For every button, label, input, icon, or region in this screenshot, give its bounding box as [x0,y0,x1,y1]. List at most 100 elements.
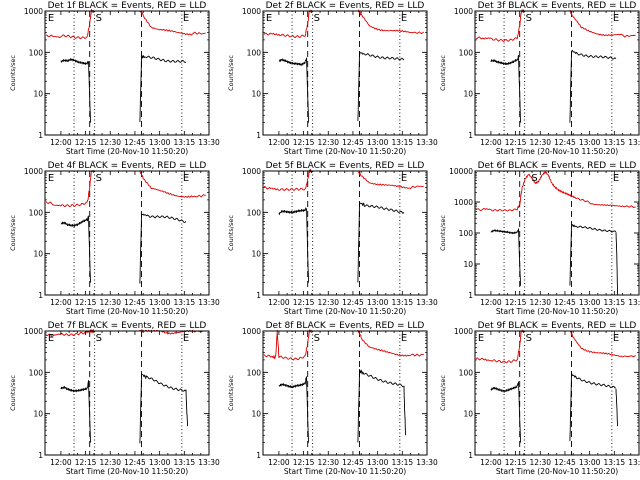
panel-title: Det 2f BLACK = Events, RED = LLD [266,1,425,11]
x-tick-label: 12:30 [529,458,551,467]
y-tick-label: 100 [459,48,474,57]
x-tick-label: 12:00 [268,298,290,307]
events-curve-segment [516,55,521,123]
x-tick-label: 12:00 [480,458,502,467]
events-curve-segment [139,213,187,284]
y-tick-label: 10 [463,410,473,419]
plot-frame [44,170,210,296]
x-tick-label: 12:45 [342,458,364,467]
panel-title: Det 5f BLACK = Events, RED = LLD [266,161,425,171]
marker-label: E [613,333,619,344]
events-curve-segment [357,368,404,443]
plot-frame [262,10,428,136]
events-curve-segment [569,49,617,123]
events-curve-segment [60,385,88,393]
x-tick-label: 12:15 [293,458,315,467]
x-tick-label: 13:00 [579,298,601,307]
x-tick-label: 13:00 [149,138,171,147]
events-curve-segment [185,389,189,427]
x-tick-label: 13:00 [149,458,171,467]
x-tick-label: 13:30 [416,298,438,307]
x-tick-label: 12:00 [50,458,72,467]
x-tick-label: 13:00 [367,138,389,147]
marker-label: E [48,13,54,24]
y-tick-label: 10 [463,90,473,99]
x-tick-label: 12:00 [480,138,502,147]
x-tick-label: 12:45 [124,458,146,467]
panel-title: Det 6f BLACK = Events, RED = LLD [478,161,637,171]
events-curve-segment [403,385,407,436]
events-curve-segment [569,372,617,442]
x-tick-label: 13:15 [604,138,626,147]
y-tick-label: 100 [247,368,262,377]
x-tick-label: 12:30 [529,138,551,147]
plot-frame [262,330,428,456]
lld-curve-segment [263,329,312,361]
y-tick-label: 10 [251,90,261,99]
x-tick-label: 12:00 [480,298,502,307]
events-curve-segment [86,60,91,123]
x-tick-label: 13:00 [579,138,601,147]
y-tick-label: 1000 [24,7,43,16]
y-axis-label: Counts/sec [9,215,17,251]
events-curve-segment [490,385,518,393]
y-tick-label: 1000 [242,7,261,16]
y-tick-label: 100 [29,208,44,217]
x-axis-label: Start Time (20-Nov-10 11:50:20) [284,147,406,156]
x-tick-label: 12:45 [554,458,576,467]
marker-label: S [531,173,537,184]
x-tick-label: 12:45 [554,298,576,307]
lld-curve-segment [357,329,424,357]
events-curve-segment [86,379,91,443]
marker-label: S [96,333,102,344]
y-tick-label: 1 [38,291,43,300]
panel-title: Det 9f BLACK = Events, RED = LLD [478,321,637,331]
x-tick-label: 13:30 [198,458,220,467]
y-tick-label: 10 [463,260,473,269]
x-tick-label: 12:30 [317,298,339,307]
y-tick-label: 10 [33,410,43,419]
y-tick-label: 100 [459,229,474,238]
events-curve-segment [139,54,187,123]
events-curve-segment [86,215,91,283]
x-tick-label: 12:45 [124,298,146,307]
lld-curve-segment [569,330,636,358]
panel-title: Det 3f BLACK = Events, RED = LLD [478,1,637,11]
lld-curve-segment [45,169,95,208]
y-tick-label: 100 [29,368,44,377]
marker-label: S [96,13,102,24]
x-tick-label: 13:30 [198,298,220,307]
x-tick-label: 13:15 [174,138,196,147]
y-tick-label: 1000 [454,327,473,336]
lld-curve-segment [264,168,313,191]
events-curve-segment [60,57,88,65]
y-tick-label: 1 [468,131,473,140]
x-tick-label: 13:15 [392,138,414,147]
x-tick-label: 12:45 [342,298,364,307]
y-tick-label: 100 [247,48,262,57]
y-tick-label: 1 [468,451,473,460]
panel-det3: Det 3f BLACK = Events, RED = LLD 12:00 12:… [439,1,640,156]
plot-frame [44,10,210,136]
lld-curve-segment [139,170,206,198]
x-tick-label: 12:30 [99,458,121,467]
y-axis-label: Counts/sec [9,55,17,91]
marker-label: E [183,333,189,344]
panel-title: Det 7f BLACK = Events, RED = LLD [48,321,207,331]
y-tick-label: 1 [256,451,261,460]
x-tick-label: 13:15 [174,298,196,307]
x-tick-label: 13:15 [392,458,414,467]
lld-curve-segment [475,329,525,364]
marker-label: E [613,13,619,24]
x-tick-label: 12:15 [293,298,315,307]
panel-det9: Det 9f BLACK = Events, RED = LLD 12:00 12:… [439,321,640,476]
y-tick-label: 1000 [454,198,473,207]
x-tick-label: 12:30 [317,458,339,467]
y-tick-label: 1000 [242,167,261,176]
events-curve-segment [357,51,405,122]
